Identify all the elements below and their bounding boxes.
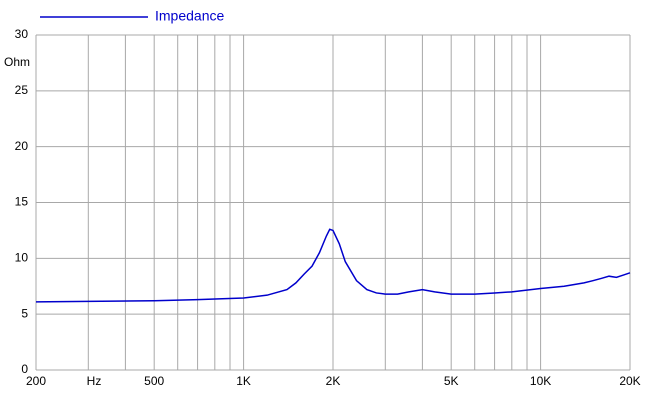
x-tick-label: 2K <box>326 374 341 388</box>
y-tick-label: 10 <box>15 251 29 265</box>
y-tick-label: 25 <box>15 83 29 97</box>
y-tick-label: 15 <box>15 195 29 209</box>
legend-label: Impedance <box>155 8 224 24</box>
y-tick-label: 30 <box>15 27 29 41</box>
x-tick-label: 20K <box>619 374 640 388</box>
x-axis-label: Hz <box>87 374 102 388</box>
x-tick-label: 1K <box>236 374 251 388</box>
impedance-line <box>35 228 631 303</box>
x-tick-label: 5K <box>444 374 459 388</box>
x-tick-label: 200 <box>26 374 46 388</box>
y-tick-label: 0 <box>21 362 28 376</box>
y-tick-label: 5 <box>21 306 28 320</box>
x-tick-label: 10K <box>530 374 551 388</box>
y-tick-label: 20 <box>15 139 29 153</box>
x-tick-label: 500 <box>144 374 164 388</box>
y-axis-label: Ohm <box>4 55 30 69</box>
